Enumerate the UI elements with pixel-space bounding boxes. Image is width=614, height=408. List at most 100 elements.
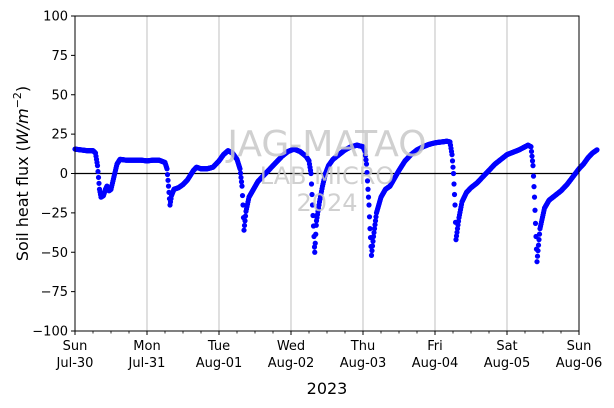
data-point: [528, 148, 535, 155]
data-point: [372, 222, 378, 228]
data-point: [362, 153, 369, 159]
x-tick-label-date: Aug-01: [196, 356, 243, 371]
y-tick-label: −25: [41, 206, 68, 221]
data-point: [239, 183, 245, 189]
data-point: [365, 186, 371, 192]
data-point: [95, 168, 101, 175]
data-point: [535, 248, 541, 254]
data-point: [534, 253, 541, 259]
data-point: [371, 226, 378, 232]
x-tick-label-date: Jul-31: [128, 356, 166, 371]
data-point: [164, 166, 170, 172]
data-point: [309, 191, 315, 198]
x-tick-label-date: Aug-04: [412, 356, 459, 371]
data-point: [530, 173, 537, 179]
data-point: [530, 163, 536, 169]
data-point: [239, 192, 246, 199]
data-point: [164, 171, 171, 178]
data-point: [450, 170, 457, 177]
data-point: [451, 191, 458, 198]
data-point: [242, 218, 248, 224]
x-tick-label-day: Fri: [427, 339, 443, 354]
x-tick-label-date: Aug-03: [340, 356, 387, 371]
data-point: [362, 148, 368, 155]
y-axis-ticks: −100 −75 −50 −25 0 25 50 75 100: [32, 10, 75, 340]
data-point: [312, 249, 318, 255]
y-tick-label: 50: [51, 88, 68, 103]
watermark-line-3: 2024: [296, 189, 357, 217]
data-point: [364, 178, 371, 184]
data-point: [372, 218, 379, 224]
data-point: [363, 161, 370, 167]
data-point: [449, 158, 456, 164]
data-point: [371, 229, 377, 236]
data-point: [238, 179, 245, 185]
watermark-line-1: JAG-MATAO: [225, 124, 426, 165]
y-axis-label-text: Soil heat flux (: [13, 145, 32, 261]
data-point: [370, 238, 376, 244]
x-axis-label: 2023: [307, 379, 348, 398]
data-point: [373, 214, 379, 220]
data-point: [165, 177, 171, 183]
data-point: [313, 231, 319, 237]
data-point: [536, 231, 543, 237]
data-point: [531, 184, 537, 190]
data-point: [536, 237, 542, 243]
data-point: [369, 248, 375, 254]
y-tick-label: −100: [32, 325, 68, 340]
data-point: [529, 158, 536, 164]
data-point: [366, 202, 372, 208]
data-point: [308, 181, 315, 187]
y-axis-label-unit: W/m: [13, 108, 32, 145]
data-point: [241, 222, 248, 229]
x-tick-label-date: Jul-30: [56, 356, 94, 371]
data-point: [452, 202, 458, 208]
data-point: [594, 147, 600, 153]
y-tick-label: 75: [51, 49, 68, 64]
x-tick-label-day: Tue: [207, 339, 230, 354]
data-point: [238, 174, 244, 181]
data-point: [534, 259, 540, 265]
data-point: [312, 240, 318, 246]
x-tick-label-day: Mon: [133, 339, 160, 354]
data-point: [367, 226, 373, 232]
y-tick-label: 0: [60, 167, 68, 182]
data-point: [96, 180, 102, 186]
x-tick-label-day: Sun: [63, 339, 88, 354]
x-tick-label-day: Sat: [496, 339, 517, 354]
watermark-line-2: LAB MICRO: [260, 162, 395, 190]
data-point: [366, 214, 373, 220]
data-point: [528, 144, 534, 150]
data-point: [531, 194, 538, 200]
y-axis-label: Soil heat flux (W/m−2): [11, 86, 32, 261]
x-axis-ticks: Sun Jul-30 Mon Jul-31 Tue Aug-01 Wed Aug-02 Thu A…: [56, 331, 602, 371]
x-tick-label-date: Aug-05: [484, 356, 531, 371]
data-point: [363, 157, 369, 163]
data-point: [529, 153, 535, 159]
data-point: [95, 174, 102, 181]
y-axis-label-close: ): [13, 86, 32, 92]
data-point: [370, 233, 377, 240]
y-tick-label: 100: [43, 10, 68, 25]
data-point: [313, 222, 319, 228]
x-tick-label-day: Sun: [567, 339, 592, 354]
data-point: [165, 183, 172, 189]
data-point: [449, 152, 455, 158]
data-point: [364, 169, 370, 176]
data-point: [365, 194, 372, 200]
data-points: [72, 138, 600, 265]
x-tick-label-day: Thu: [350, 339, 375, 354]
data-point: [309, 202, 316, 208]
data-point: [451, 181, 457, 187]
y-tick-label: −50: [41, 246, 68, 261]
data-point: [237, 170, 244, 176]
data-point: [535, 242, 542, 248]
y-tick-label: −75: [41, 285, 68, 300]
data-point: [310, 212, 316, 219]
data-point: [368, 252, 375, 258]
y-tick-label: 25: [51, 128, 68, 143]
watermark: JAG-MATAO LAB MICRO 2024: [225, 124, 426, 217]
data-point: [369, 243, 376, 249]
data-point: [532, 220, 539, 226]
y-axis-label-exponent: −2: [11, 92, 24, 108]
